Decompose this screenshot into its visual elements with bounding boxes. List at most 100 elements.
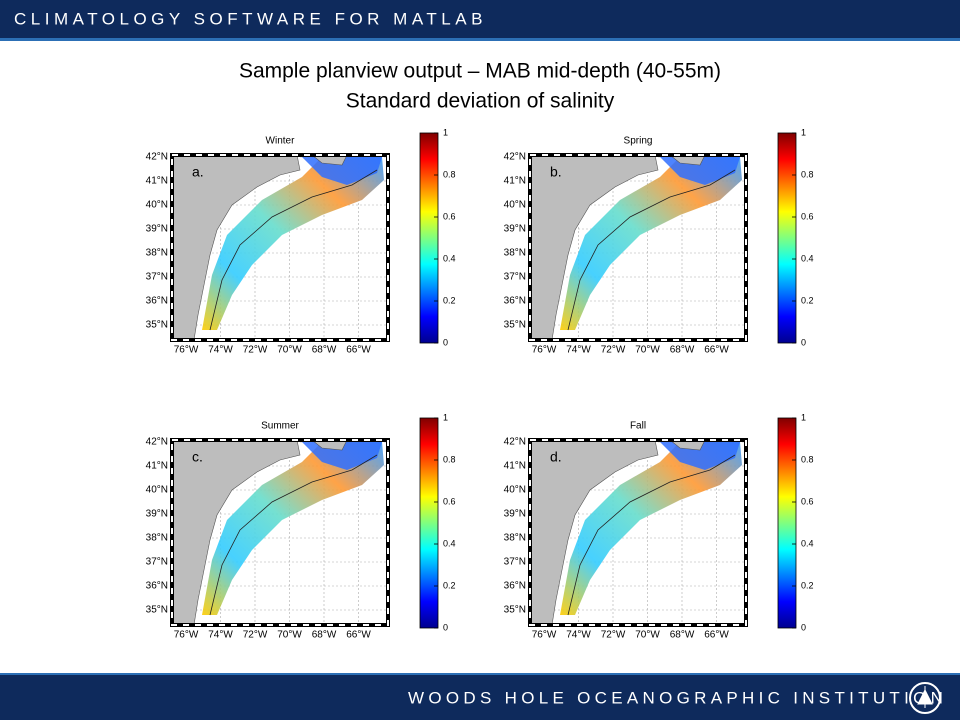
lat-label: 41°N — [146, 176, 168, 187]
shelf-contour — [209, 169, 378, 331]
lat-label: 36°N — [146, 296, 168, 307]
lat-label: 39°N — [504, 224, 526, 235]
shelf-contour — [567, 454, 736, 616]
shelf-contour — [209, 454, 378, 616]
lat-label: 38°N — [146, 533, 168, 544]
lon-label: 74°W — [208, 345, 233, 356]
lat-label: 39°N — [504, 509, 526, 520]
colorbar-tick-label: 0.6 — [443, 496, 456, 506]
map-frame-dash — [171, 439, 389, 626]
lon-label: 74°W — [208, 630, 233, 641]
colorbar — [777, 417, 797, 629]
header-rule — [0, 38, 960, 41]
lat-label: 36°N — [504, 296, 526, 307]
colorbar-tick-label: 0.4 — [801, 538, 814, 548]
ocean-field-north — [302, 442, 382, 470]
colorbar-tick-label: 0.2 — [443, 295, 456, 305]
lat-label: 39°N — [146, 224, 168, 235]
map-frame-dash — [529, 439, 747, 626]
map-panel: Summer c. 42°N 41°N 40°N 39°N 38°N 37°N 36°N 35°N… — [146, 412, 456, 640]
colorbar-tick-label: 0.2 — [801, 580, 814, 590]
lat-label: 41°N — [504, 461, 526, 472]
header-bar — [0, 0, 960, 38]
lon-label: 68°W — [670, 630, 695, 641]
slide-subtitle: Standard deviation of salinity — [346, 90, 615, 113]
lat-label: 42°N — [504, 152, 526, 163]
colorbar-tick-label: 0.2 — [801, 295, 814, 305]
colorbar-tick-label: 1 — [801, 412, 806, 422]
lat-label: 40°N — [146, 200, 168, 211]
lon-label: 70°W — [635, 630, 660, 641]
lon-label: 76°W — [532, 345, 557, 356]
lon-label: 72°W — [601, 345, 626, 356]
lat-label: 42°N — [146, 437, 168, 448]
lat-label: 42°N — [146, 152, 168, 163]
colorbar-tick-label: 0.4 — [443, 253, 456, 263]
map-panel: Winter a. 42°N 41°N 40°N 39°N 38°N 37°N 36°N 35°N… — [146, 127, 456, 355]
lon-label: 68°W — [312, 345, 337, 356]
lon-label: 76°W — [532, 630, 557, 641]
panels: Winter a. 42°N 41°N 40°N 39°N 38°N 37°N 36°N 35°N… — [146, 127, 814, 640]
lon-label: 70°W — [277, 630, 302, 641]
lon-label: 72°W — [601, 630, 626, 641]
lat-label: 35°N — [146, 320, 168, 331]
header-title: CLIMATOLOGY SOFTWARE FOR MATLAB — [14, 9, 487, 28]
lon-label: 74°W — [566, 345, 591, 356]
colorbar — [419, 417, 439, 629]
lat-label: 37°N — [146, 272, 168, 283]
ocean-field — [560, 442, 742, 615]
colorbar-tick-label: 0.4 — [443, 538, 456, 548]
panel-label: b. — [550, 164, 562, 180]
lon-label: 66°W — [346, 345, 371, 356]
ocean-field-north — [660, 157, 740, 185]
lat-label: 40°N — [146, 485, 168, 496]
colorbar-tick-label: 1 — [801, 127, 806, 137]
colorbar-tick-label: 0.2 — [443, 580, 456, 590]
lat-label: 37°N — [504, 272, 526, 283]
map-panel: Fall d. 42°N 41°N 40°N 39°N 38°N 37°N 36°N 35°N 76… — [504, 412, 814, 640]
lat-label: 39°N — [146, 509, 168, 520]
panel-title: Winter — [266, 136, 296, 147]
map-frame-dash — [171, 154, 389, 341]
lon-label: 76°W — [174, 345, 199, 356]
colorbar-tick-label: 0.8 — [801, 169, 814, 179]
lon-label: 66°W — [704, 630, 729, 641]
ocean-field — [202, 442, 384, 615]
colorbar-tick-label: 0 — [443, 337, 448, 347]
colorbar — [777, 132, 797, 344]
lon-label: 68°W — [312, 630, 337, 641]
lat-label: 38°N — [146, 248, 168, 259]
colorbar-tick-label: 0.8 — [801, 454, 814, 464]
lat-label: 38°N — [504, 533, 526, 544]
colorbar-tick-label: 0 — [801, 622, 806, 632]
footer-bar — [0, 675, 960, 720]
colorbar-tick-label: 0 — [801, 337, 806, 347]
panel-label: c. — [192, 449, 203, 465]
colorbar-tick-label: 1 — [443, 412, 448, 422]
footer-title: WOODS HOLE OCEANOGRAPHIC INSTITUTION — [408, 688, 947, 707]
colorbar-tick-label: 1 — [443, 127, 448, 137]
colorbar — [419, 132, 439, 344]
colorbar-tick-label: 0.6 — [801, 496, 814, 506]
colorbar-tick-label: 0.4 — [801, 253, 814, 263]
panel-title: Summer — [261, 421, 299, 432]
logo — [909, 682, 941, 714]
lon-label: 76°W — [174, 630, 199, 641]
lon-label: 74°W — [566, 630, 591, 641]
lon-label: 66°W — [704, 345, 729, 356]
lat-label: 40°N — [504, 200, 526, 211]
colorbar-tick-label: 0.6 — [801, 211, 814, 221]
lon-label: 70°W — [635, 345, 660, 356]
lat-label: 37°N — [504, 557, 526, 568]
lon-label: 72°W — [243, 345, 268, 356]
lon-label: 70°W — [277, 345, 302, 356]
lat-label: 38°N — [504, 248, 526, 259]
slide-title: Sample planview output – MAB mid-depth (… — [239, 60, 721, 83]
panel-title: Spring — [624, 136, 653, 147]
lat-label: 35°N — [504, 605, 526, 616]
lat-label: 41°N — [504, 176, 526, 187]
ocean-field — [560, 157, 742, 330]
panel-title: Fall — [630, 421, 646, 432]
lat-label: 36°N — [146, 581, 168, 592]
